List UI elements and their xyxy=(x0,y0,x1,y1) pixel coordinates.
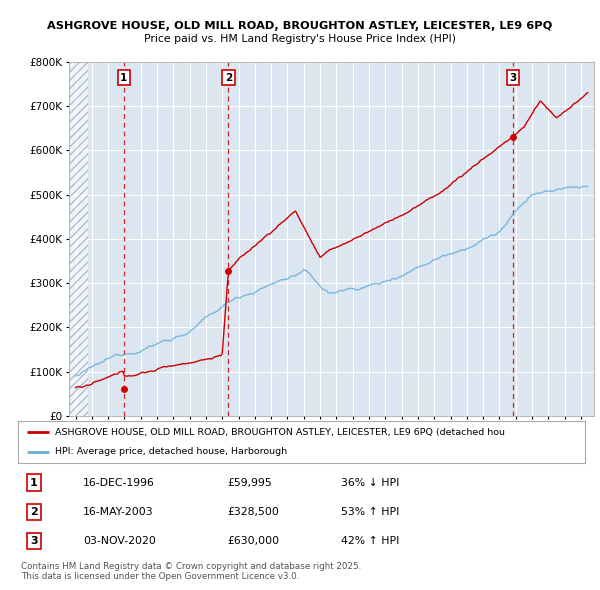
Text: Contains HM Land Registry data © Crown copyright and database right 2025.
This d: Contains HM Land Registry data © Crown c… xyxy=(21,562,361,581)
Text: 03-NOV-2020: 03-NOV-2020 xyxy=(83,536,156,546)
Text: HPI: Average price, detached house, Harborough: HPI: Average price, detached house, Harb… xyxy=(55,447,287,456)
Text: £630,000: £630,000 xyxy=(228,536,280,546)
Text: 3: 3 xyxy=(509,73,517,83)
Text: 53% ↑ HPI: 53% ↑ HPI xyxy=(341,507,400,517)
Text: 2: 2 xyxy=(224,73,232,83)
Text: 16-DEC-1996: 16-DEC-1996 xyxy=(83,477,155,487)
Text: 1: 1 xyxy=(120,73,127,83)
Text: £59,995: £59,995 xyxy=(228,477,272,487)
Text: 1: 1 xyxy=(30,477,38,487)
Text: ASHGROVE HOUSE, OLD MILL ROAD, BROUGHTON ASTLEY, LEICESTER, LE9 6PQ: ASHGROVE HOUSE, OLD MILL ROAD, BROUGHTON… xyxy=(47,21,553,31)
Bar xyxy=(69,62,88,416)
Text: 36% ↓ HPI: 36% ↓ HPI xyxy=(341,477,400,487)
Text: 42% ↑ HPI: 42% ↑ HPI xyxy=(341,536,400,546)
Text: 16-MAY-2003: 16-MAY-2003 xyxy=(83,507,154,517)
Text: Price paid vs. HM Land Registry's House Price Index (HPI): Price paid vs. HM Land Registry's House … xyxy=(144,34,456,44)
Text: 3: 3 xyxy=(30,536,38,546)
Text: ASHGROVE HOUSE, OLD MILL ROAD, BROUGHTON ASTLEY, LEICESTER, LE9 6PQ (detached ho: ASHGROVE HOUSE, OLD MILL ROAD, BROUGHTON… xyxy=(55,428,505,437)
Text: £328,500: £328,500 xyxy=(228,507,280,517)
Text: 2: 2 xyxy=(30,507,38,517)
